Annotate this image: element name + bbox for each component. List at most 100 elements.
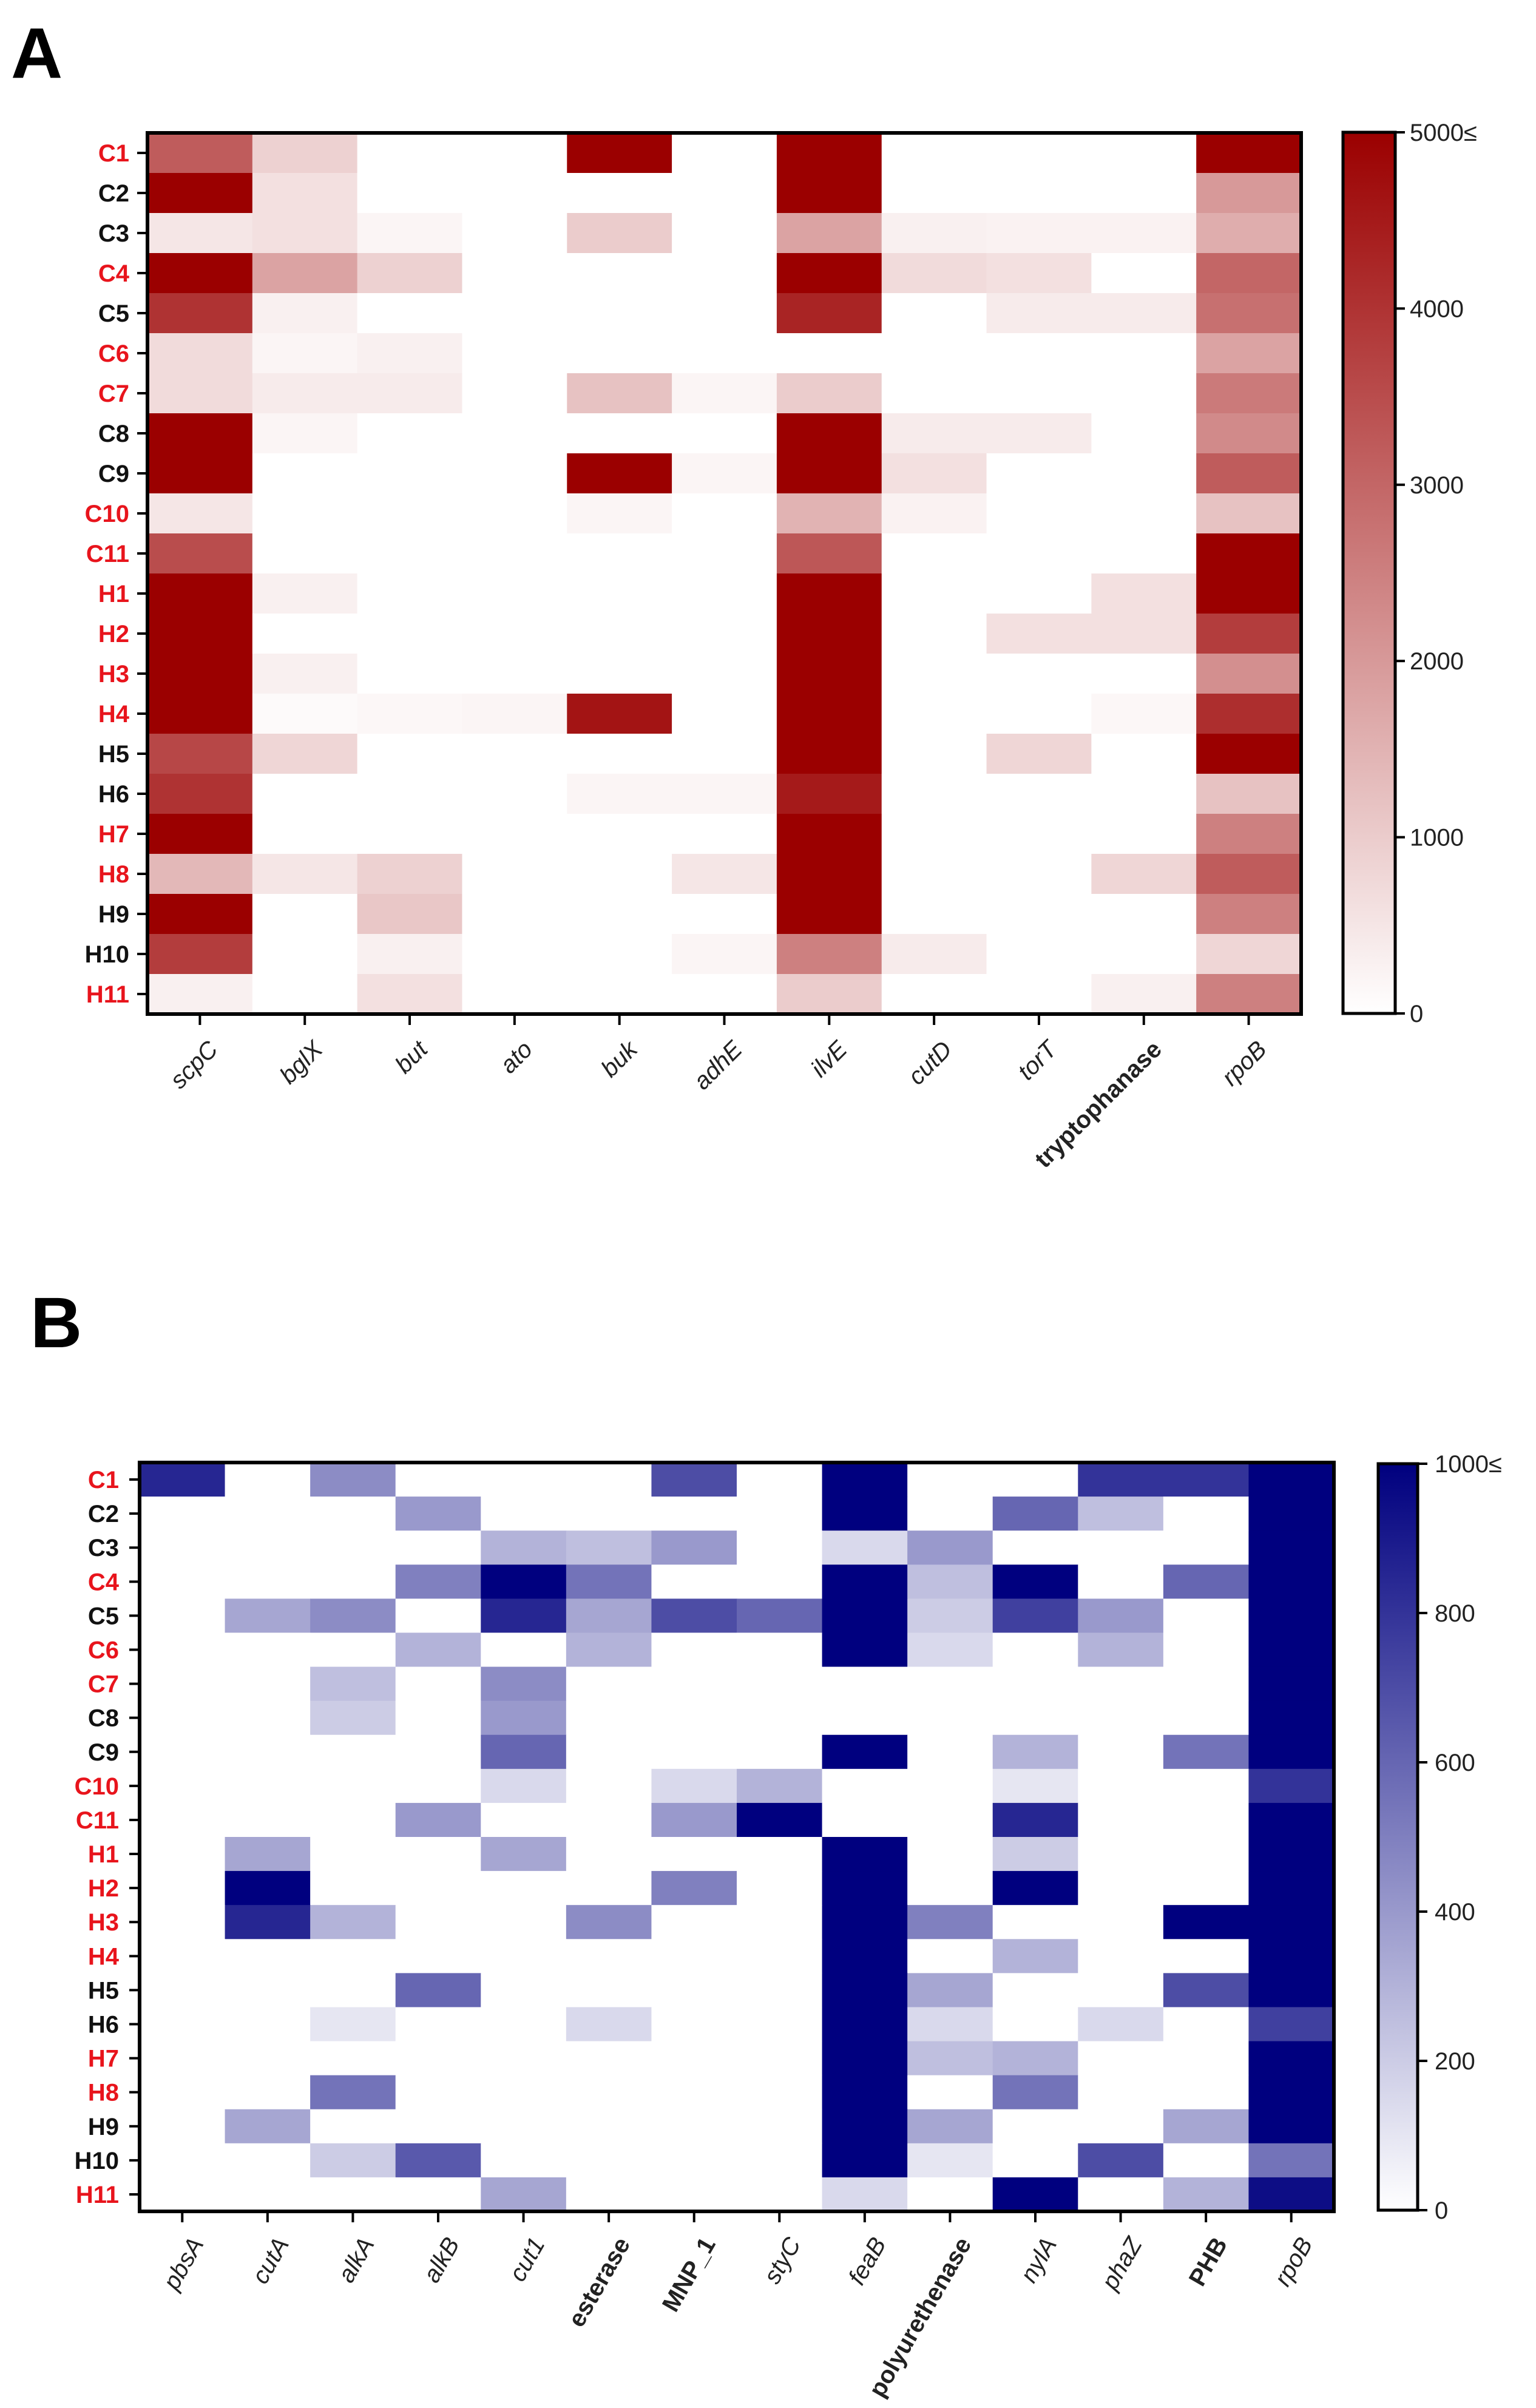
- heatmap-cell: [567, 493, 672, 534]
- heatmap-cell: [992, 1734, 1078, 1770]
- heatmap-cell: [357, 814, 463, 854]
- heatmap-cell: [1163, 1768, 1250, 1804]
- heatmap-cell: [907, 1768, 993, 1804]
- heatmap-cell: [907, 2109, 993, 2144]
- heatmap-cell: [310, 2109, 396, 2144]
- heatmap-cell: [462, 493, 567, 534]
- heatmap-cell: [881, 654, 987, 694]
- heatmap-cell: [147, 614, 253, 654]
- row-label: C7: [98, 380, 129, 407]
- heatmap-cell: [1078, 1768, 1164, 1804]
- heatmap-cell: [992, 2143, 1078, 2178]
- heatmap-cell: [672, 293, 777, 334]
- heatmap-cell: [357, 373, 463, 414]
- heatmap-cell: [672, 854, 777, 895]
- heatmap-cell: [776, 774, 882, 814]
- heatmap-cell: [140, 1905, 226, 1940]
- heatmap-cell: [776, 133, 882, 174]
- heatmap-cell: [992, 1768, 1078, 1804]
- heatmap-cell: [907, 1802, 993, 1838]
- colorbar-a: 0 1000 2000 3000 4000 5000≤: [1341, 120, 1477, 1027]
- heatmap-cell: [1196, 614, 1302, 654]
- heatmap-cell: [1196, 694, 1302, 734]
- heatmap-cell: [986, 533, 1092, 574]
- heatmap-cell: [651, 2041, 737, 2076]
- heatmap-cell: [462, 373, 567, 414]
- heatmap-cell: [776, 333, 882, 374]
- heatmap-cell: [566, 2143, 652, 2178]
- heatmap-cell: [481, 1802, 567, 1838]
- heatmap-cell: [881, 253, 987, 294]
- colorbar-tick-label: 0: [1435, 2197, 1448, 2224]
- heatmap-cell: [225, 2109, 311, 2144]
- heatmap-cell: [395, 1497, 481, 1531]
- heatmap-cell: [310, 1632, 396, 1668]
- heatmap-cell: [776, 373, 882, 414]
- heatmap-cell: [822, 1666, 908, 1702]
- heatmap-cell: [567, 774, 672, 814]
- heatmap-cell: [1091, 453, 1197, 494]
- heatmap-cell: [481, 1905, 567, 1940]
- heatmap-cell: [147, 974, 253, 1015]
- heatmap-cell: [567, 373, 672, 414]
- heatmap-cell: [1196, 413, 1302, 454]
- heatmap-cell: [737, 1837, 823, 1872]
- heatmap-cell: [462, 854, 567, 895]
- heatmap-cell: [252, 373, 358, 414]
- heatmap-cell: [672, 493, 777, 534]
- heatmap-cell: [395, 1802, 481, 1838]
- heatmap-cell: [252, 573, 358, 614]
- row-label: C5: [98, 300, 129, 327]
- heatmap-cell: [651, 1632, 737, 1668]
- heatmap-cell: [1091, 614, 1197, 654]
- heatmap-cell: [907, 2075, 993, 2110]
- heatmap-cell: [986, 293, 1092, 334]
- heatmap-cell: [672, 213, 777, 254]
- heatmap-cell: [1163, 1463, 1250, 1497]
- column-label: esterase: [563, 2233, 635, 2332]
- heatmap-cell: [310, 1564, 396, 1599]
- heatmap-cell: [651, 2075, 737, 2110]
- heatmap-cell: [1091, 213, 1197, 254]
- heatmap-cell: [252, 173, 358, 214]
- row-label: H5: [88, 1977, 119, 2004]
- heatmap-cell: [1078, 1632, 1164, 1668]
- column-label: torT: [1013, 1035, 1063, 1085]
- heatmap-cell: [822, 2041, 908, 2076]
- heatmap-cell: [481, 1871, 567, 1906]
- heatmap-cell: [822, 1871, 908, 1906]
- heatmap-cell: [252, 774, 358, 814]
- column-label: feaB: [844, 2233, 891, 2290]
- heatmap-cell: [776, 213, 882, 254]
- heatmap-cell: [1196, 854, 1302, 895]
- heatmap-cell: [737, 2075, 823, 2110]
- heatmap-cell: [395, 1871, 481, 1906]
- heatmap-cell: [822, 2109, 908, 2144]
- heatmap-cell: [310, 1666, 396, 1702]
- heatmap-cell: [140, 1768, 226, 1804]
- heatmap-cell: [651, 2143, 737, 2178]
- heatmap-cell: [992, 2109, 1078, 2144]
- heatmap-cell: [776, 894, 882, 935]
- heatmap-cell: [1196, 734, 1302, 774]
- heatmap-cell: [1196, 814, 1302, 854]
- heatmap-cell: [252, 934, 358, 975]
- heatmap-cell: [992, 1497, 1078, 1531]
- heatmap-cell: [147, 453, 253, 494]
- heatmap-cell: [310, 1973, 396, 2008]
- heatmap-cell: [1078, 1973, 1164, 2008]
- heatmap-cell: [567, 453, 672, 494]
- heatmap-cell: [225, 2177, 311, 2212]
- heatmap-cell: [357, 133, 463, 174]
- heatmap-cell: [566, 1871, 652, 1906]
- heatmap-cell: [651, 1837, 737, 1872]
- heatmap-cell: [907, 2143, 993, 2178]
- heatmap-cell: [310, 2041, 396, 2076]
- heatmap-cell: [481, 1973, 567, 2008]
- heatmap-cell: [737, 1700, 823, 1736]
- heatmap-cell: [737, 1463, 823, 1497]
- heatmap-cell: [252, 694, 358, 734]
- heatmap-cell: [1078, 2143, 1164, 2178]
- heatmap-cell: [1248, 1632, 1335, 1668]
- heatmap-cell: [1248, 1497, 1335, 1531]
